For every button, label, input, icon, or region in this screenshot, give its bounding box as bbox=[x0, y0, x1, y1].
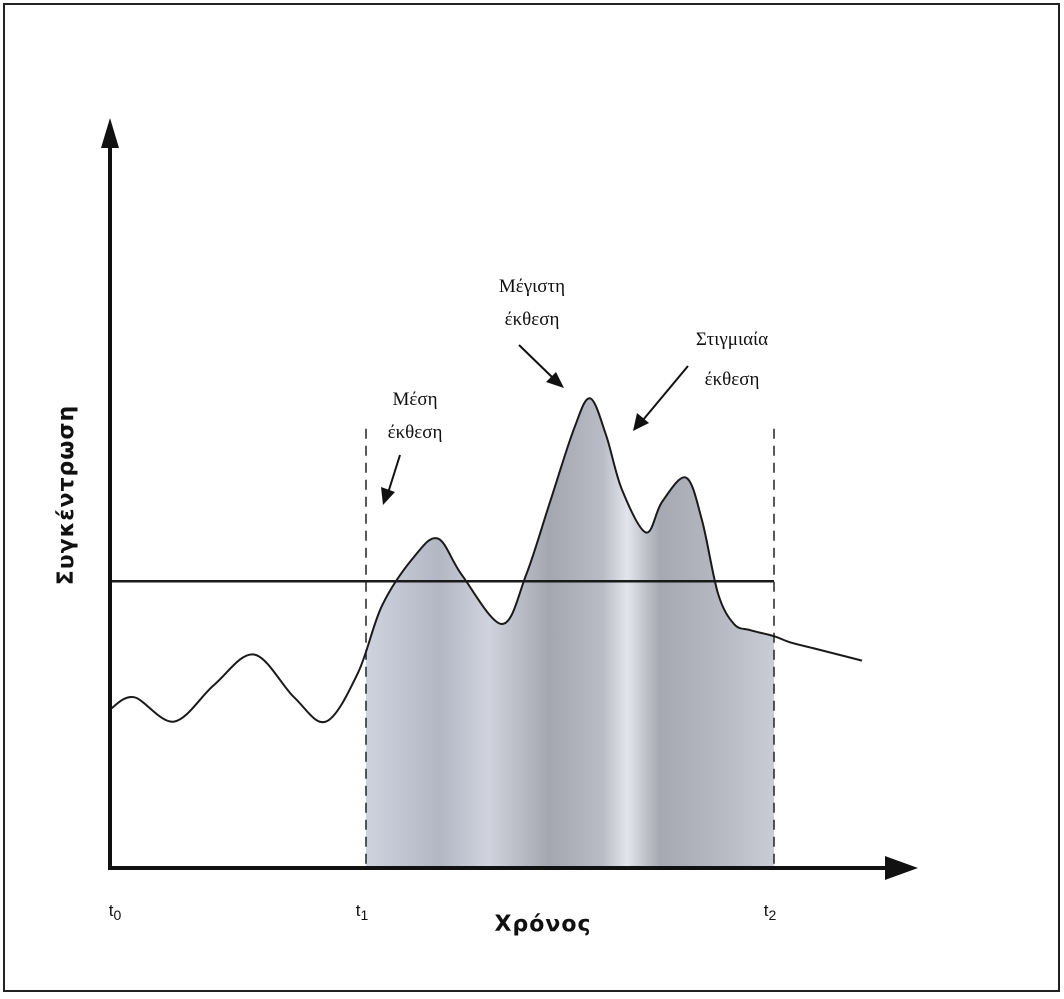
annotation-mean-arrowhead bbox=[381, 487, 395, 505]
annotation-mean-line1: Μέση bbox=[392, 389, 437, 410]
concentration-curve bbox=[109, 397, 863, 724]
x-tick-labels: t0 t1 t2 bbox=[109, 901, 777, 923]
annotation-mean-arrow bbox=[387, 454, 401, 494]
y-axis-title: Συγκέντρωση bbox=[54, 405, 79, 585]
x-tick-label-t0: t0 bbox=[109, 901, 122, 923]
annotation-instant-arrowhead bbox=[633, 413, 649, 431]
annotation-mean-exposure: Μέση έκθεση bbox=[381, 389, 442, 505]
annotation-peak-line2: έκθεση bbox=[505, 309, 560, 330]
annotation-peak-exposure: Μέγιστη έκθεση bbox=[499, 276, 565, 388]
annotation-peak-arrow bbox=[518, 344, 554, 379]
x-axis-arrowhead bbox=[885, 856, 918, 880]
annotation-mean-line2: έκθεση bbox=[388, 422, 443, 443]
x-tick-label-t2: t2 bbox=[764, 901, 777, 923]
annotation-instant-line2: έκθεση bbox=[705, 369, 760, 390]
annotation-instant-arrow bbox=[642, 365, 689, 421]
figure-frame bbox=[3, 3, 1060, 992]
annotation-instant-exposure: Στιγμιαία έκθεση bbox=[633, 329, 768, 431]
x-tick-label-t1: t1 bbox=[356, 901, 369, 923]
y-axis-arrowhead bbox=[101, 118, 119, 148]
annotation-peak-line1: Μέγιστη bbox=[499, 276, 565, 297]
x-axis-title: Χρόνος bbox=[495, 912, 592, 937]
annotation-instant-line1: Στιγμιαία bbox=[696, 329, 768, 350]
annotation-peak-arrowhead bbox=[546, 372, 564, 388]
